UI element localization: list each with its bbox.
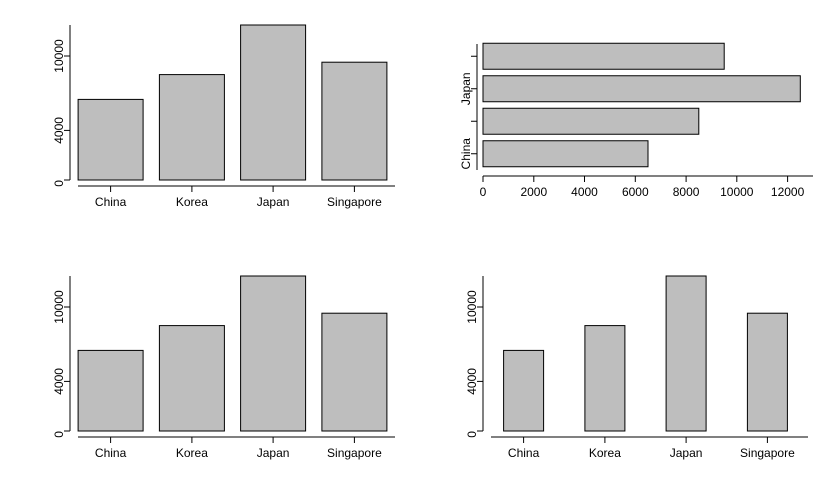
bar-japan [241,276,306,431]
y-tick-label: 0 [52,180,66,187]
bar-china [483,141,648,167]
x-tick-label: 10000 [720,185,754,199]
chart-svg-tl: 0 4000 10000 China Korea [0,0,413,251]
bar-china [78,99,143,180]
y-label: China [459,138,473,170]
x-label: Japan [670,446,703,460]
bar-korea [483,108,699,134]
x-labels: China Korea Japan Singapore [508,437,795,460]
y-tick-label: 10000 [52,39,66,73]
y-ticks: 0 4000 10000 [52,290,70,438]
bar-singapore [483,43,724,69]
y-tick-label: 0 [465,431,479,438]
bar-korea [585,326,625,431]
x-tick-label: 4000 [571,185,598,199]
y-tick-label: 10000 [465,290,479,324]
chart-svg-br: 0 4000 10000 China Korea Japan [413,251,826,502]
x-label: Japan [257,195,290,209]
x-labels: China Korea Japan Singapore [95,437,382,460]
y-tick-label: 0 [52,431,66,438]
x-label: Korea [589,446,621,460]
x-tick-label: 6000 [622,185,649,199]
bar-japan [666,276,706,431]
bar-singapore [322,62,387,180]
x-label: Singapore [327,446,382,460]
chart-top-right: China Japan [413,0,826,251]
chart-grid: 0 4000 10000 China Korea [0,0,826,502]
x-label: China [95,446,127,460]
x-label: Korea [176,446,208,460]
bar-korea [159,75,224,180]
chart-bottom-left: 0 4000 10000 China Korea Japan [0,251,413,502]
bars [483,43,800,167]
bar-singapore [747,313,787,431]
y-label: Japan [459,72,473,105]
x-label: Korea [176,195,208,209]
y-ticks: 0 4000 10000 [52,39,70,187]
bar-korea [159,326,224,431]
x-label: China [508,446,540,460]
x-ticks: 0 2000 4000 6000 8000 10000 12000 [480,176,805,199]
x-label: Singapore [740,446,795,460]
y-labels: China Japan [459,56,477,169]
x-label: Singapore [327,195,382,209]
chart-svg-bl: 0 4000 10000 China Korea Japan [0,251,413,502]
y-tick-label: 4000 [52,117,66,144]
x-tick-label: 2000 [520,185,547,199]
y-tick-label: 4000 [465,368,479,395]
bar-singapore [322,313,387,431]
bars [78,276,387,431]
chart-top-left: 0 4000 10000 China Korea [0,0,413,251]
x-tick-label: 0 [480,185,487,199]
x-labels: China Korea Japan Singapore [95,186,382,209]
y-tick-label: 10000 [52,290,66,324]
x-tick-label: 12000 [771,185,805,199]
bar-japan [241,25,306,180]
chart-bottom-right: 0 4000 10000 China Korea Japan [413,251,826,502]
y-tick-label: 4000 [52,368,66,395]
y-ticks: 0 4000 10000 [465,290,483,438]
bar-china [78,350,143,431]
chart-svg-tr: China Japan [413,0,826,251]
x-label: Japan [257,446,290,460]
bars [78,25,387,180]
bar-china [504,350,544,431]
bar-japan [483,76,800,102]
x-label: China [95,195,127,209]
bars [504,276,788,431]
x-tick-label: 8000 [673,185,700,199]
